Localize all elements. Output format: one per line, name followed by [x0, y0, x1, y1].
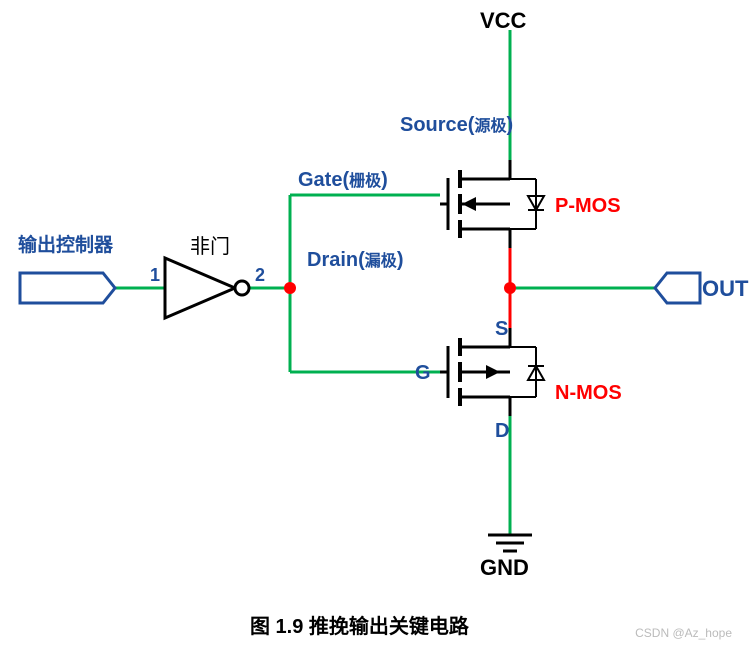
nmos-name: N-MOS — [555, 382, 622, 405]
gnd-label: GND — [480, 555, 529, 581]
figure-caption: 图 1.9 推挽输出关键电路 — [250, 610, 469, 639]
pin2-label: 2 — [255, 265, 265, 286]
schematic-svg — [0, 0, 752, 658]
pmos-name: P-MOS — [555, 195, 621, 218]
nmos-d-label: D — [495, 420, 509, 443]
pmos-source-label: Source(源极) — [400, 112, 513, 137]
port-in-label: 输出控制器 — [18, 230, 113, 257]
circuit-diagram: 输出控制器 OUT VCC GND 非门 1 2 P-MOS N-MOS Sou… — [0, 0, 752, 658]
vcc-label: VCC — [480, 8, 526, 34]
watermark: CSDN @Az_hope — [635, 626, 732, 640]
nmos-g-label: G — [415, 362, 431, 385]
pmos-gate-label: Gate(栅极) — [298, 167, 388, 192]
not-gate-label: 非门 — [190, 230, 230, 259]
port-out-label: OUT — [702, 276, 748, 302]
pmos-drain-label: Drain(漏极) — [307, 247, 403, 272]
nmos-s-label: S — [495, 318, 508, 341]
pin1-label: 1 — [150, 265, 160, 286]
